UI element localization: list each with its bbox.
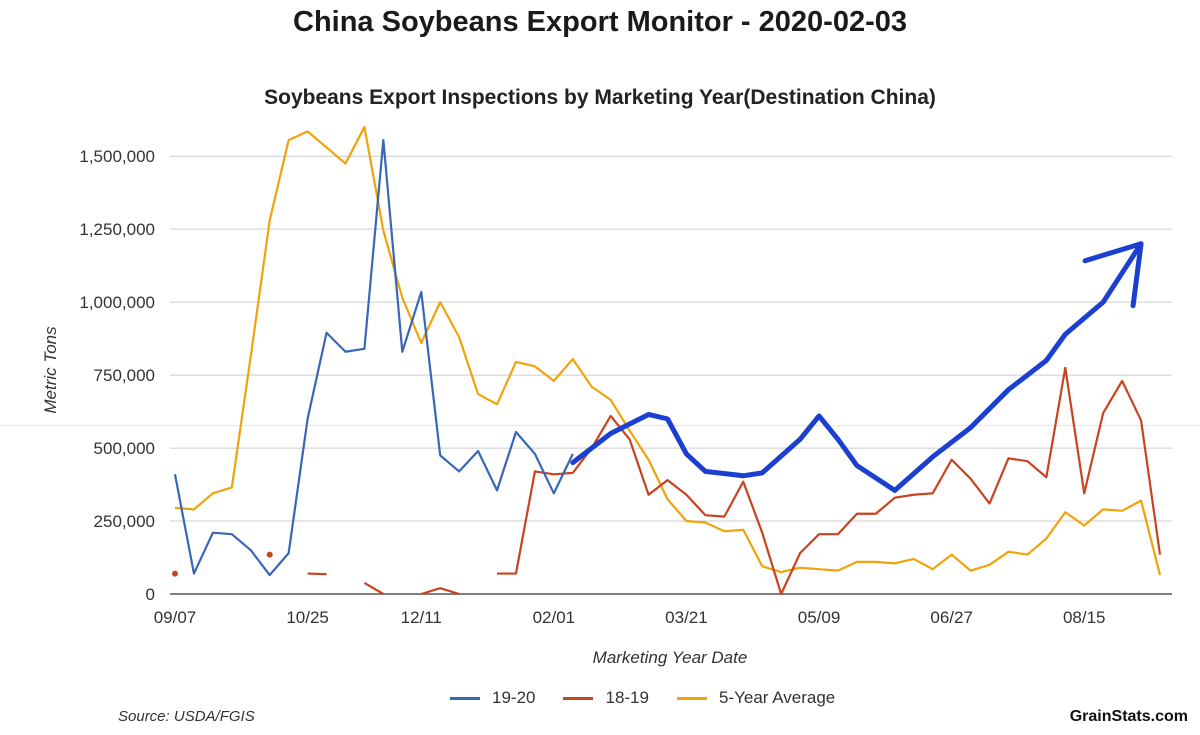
x-axis-label: Marketing Year Date	[592, 648, 748, 667]
legend-swatch-18-19	[563, 696, 594, 700]
x-tick-label: 08/15	[1063, 608, 1106, 627]
divider	[0, 425, 1200, 426]
y-tick-label: 750,000	[94, 366, 155, 385]
x-tick-label: 03/21	[665, 608, 708, 627]
legend-item-5yr: 5-Year Average	[676, 688, 836, 708]
series-19-20-line	[173, 139, 574, 577]
main-title: China Soybeans Export Monitor - 2020-02-…	[293, 6, 907, 38]
legend: 19-20 18-19 5-Year Average	[450, 688, 835, 708]
series-18-19-point	[172, 570, 178, 577]
x-tick-label: 12/11	[401, 608, 442, 627]
x-tick-label: 05/09	[798, 608, 841, 627]
y-tick-label: 1,000,000	[79, 293, 155, 312]
x-tick-label: 06/27	[930, 608, 973, 627]
legend-label-5yr: 5-Year Average	[718, 688, 836, 707]
series-18-19-line	[363, 581, 384, 595]
source-note: Source: USDA/FGIS	[118, 708, 255, 725]
brand-logo: GrainStats.com	[1069, 708, 1188, 725]
legend-label-19-20: 19-20	[492, 688, 536, 707]
chart-title: Soybeans Export Inspections by Marketing…	[264, 86, 936, 109]
legend-item-19-20: 19-20	[450, 688, 535, 708]
series-18-19-line	[307, 572, 327, 576]
annotation-arrowhead	[1082, 241, 1144, 309]
x-tick-label: 10/25	[286, 608, 329, 627]
y-tick-label: 0	[146, 585, 155, 604]
series-5yr-line	[174, 125, 1162, 576]
y-tick-label: 500,000	[94, 439, 155, 458]
annotation-arrow	[570, 241, 1144, 493]
y-tick-label: 1,500,000	[79, 147, 155, 166]
y-tick-label: 250,000	[94, 512, 155, 531]
x-tick-label: 09/07	[154, 608, 197, 627]
series-18-19-point	[266, 551, 273, 558]
series-18-19-line	[420, 587, 460, 596]
legend-swatch-19-20	[450, 696, 480, 700]
y-tick-label: 1,250,000	[79, 220, 155, 239]
series-18-19-line	[497, 366, 1162, 596]
legend-item-18-19: 18-19	[563, 688, 649, 708]
legend-label-18-19: 18-19	[605, 688, 649, 707]
x-tick-label: 02/01	[533, 608, 576, 627]
legend-swatch-5yr	[676, 696, 707, 700]
